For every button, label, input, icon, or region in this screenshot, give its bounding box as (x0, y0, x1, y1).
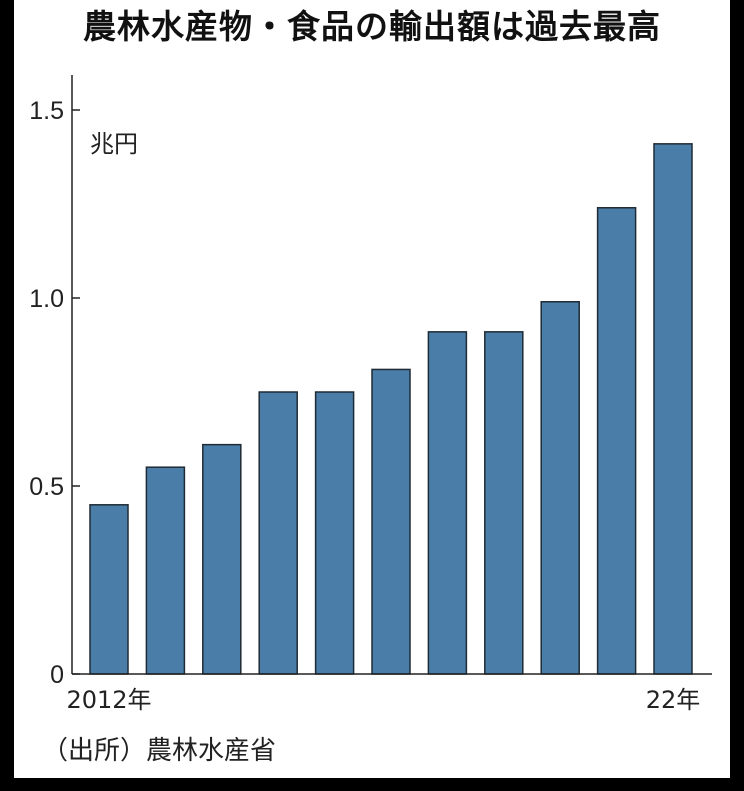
bar-0 (89, 504, 129, 675)
y-unit-label: 兆円 (90, 130, 138, 158)
bar-7 (484, 331, 524, 675)
bar-2 (202, 443, 242, 675)
bar-1 (145, 466, 186, 675)
x-tick-label-0: 2012年 (66, 686, 151, 714)
source-note: （出所）農林水産省 (42, 736, 277, 766)
y-tick-label-1: 0.5 (29, 473, 64, 501)
y-tick-label-3: 1.5 (29, 97, 64, 125)
chart-card: 農林水産物・食品の輸出額は過去最高 2012年 22年 0 0.5 1.0 1.5 兆円… (14, 0, 730, 778)
bars-group (89, 143, 693, 675)
bar-3 (258, 391, 298, 675)
bar-5 (371, 368, 411, 675)
bar-4 (314, 391, 355, 675)
x-tick-label-10: 22年 (646, 686, 701, 714)
bar-10 (653, 143, 693, 675)
bar-chart: 2012年 22年 0 0.5 1.0 1.5 兆円 (29, 75, 712, 714)
y-tick-label-2: 1.0 (29, 285, 64, 313)
bar-8 (540, 301, 580, 675)
x-labels-group: 2012年 22年 (66, 686, 700, 714)
bar-6 (427, 331, 468, 675)
y-tick-label-0: 0 (50, 661, 64, 689)
y-ticks-group: 0 0.5 1.0 1.5 (29, 97, 80, 689)
bar-9 (596, 207, 637, 675)
chart-title: 農林水産物・食品の輸出額は過去最高 (83, 7, 661, 46)
